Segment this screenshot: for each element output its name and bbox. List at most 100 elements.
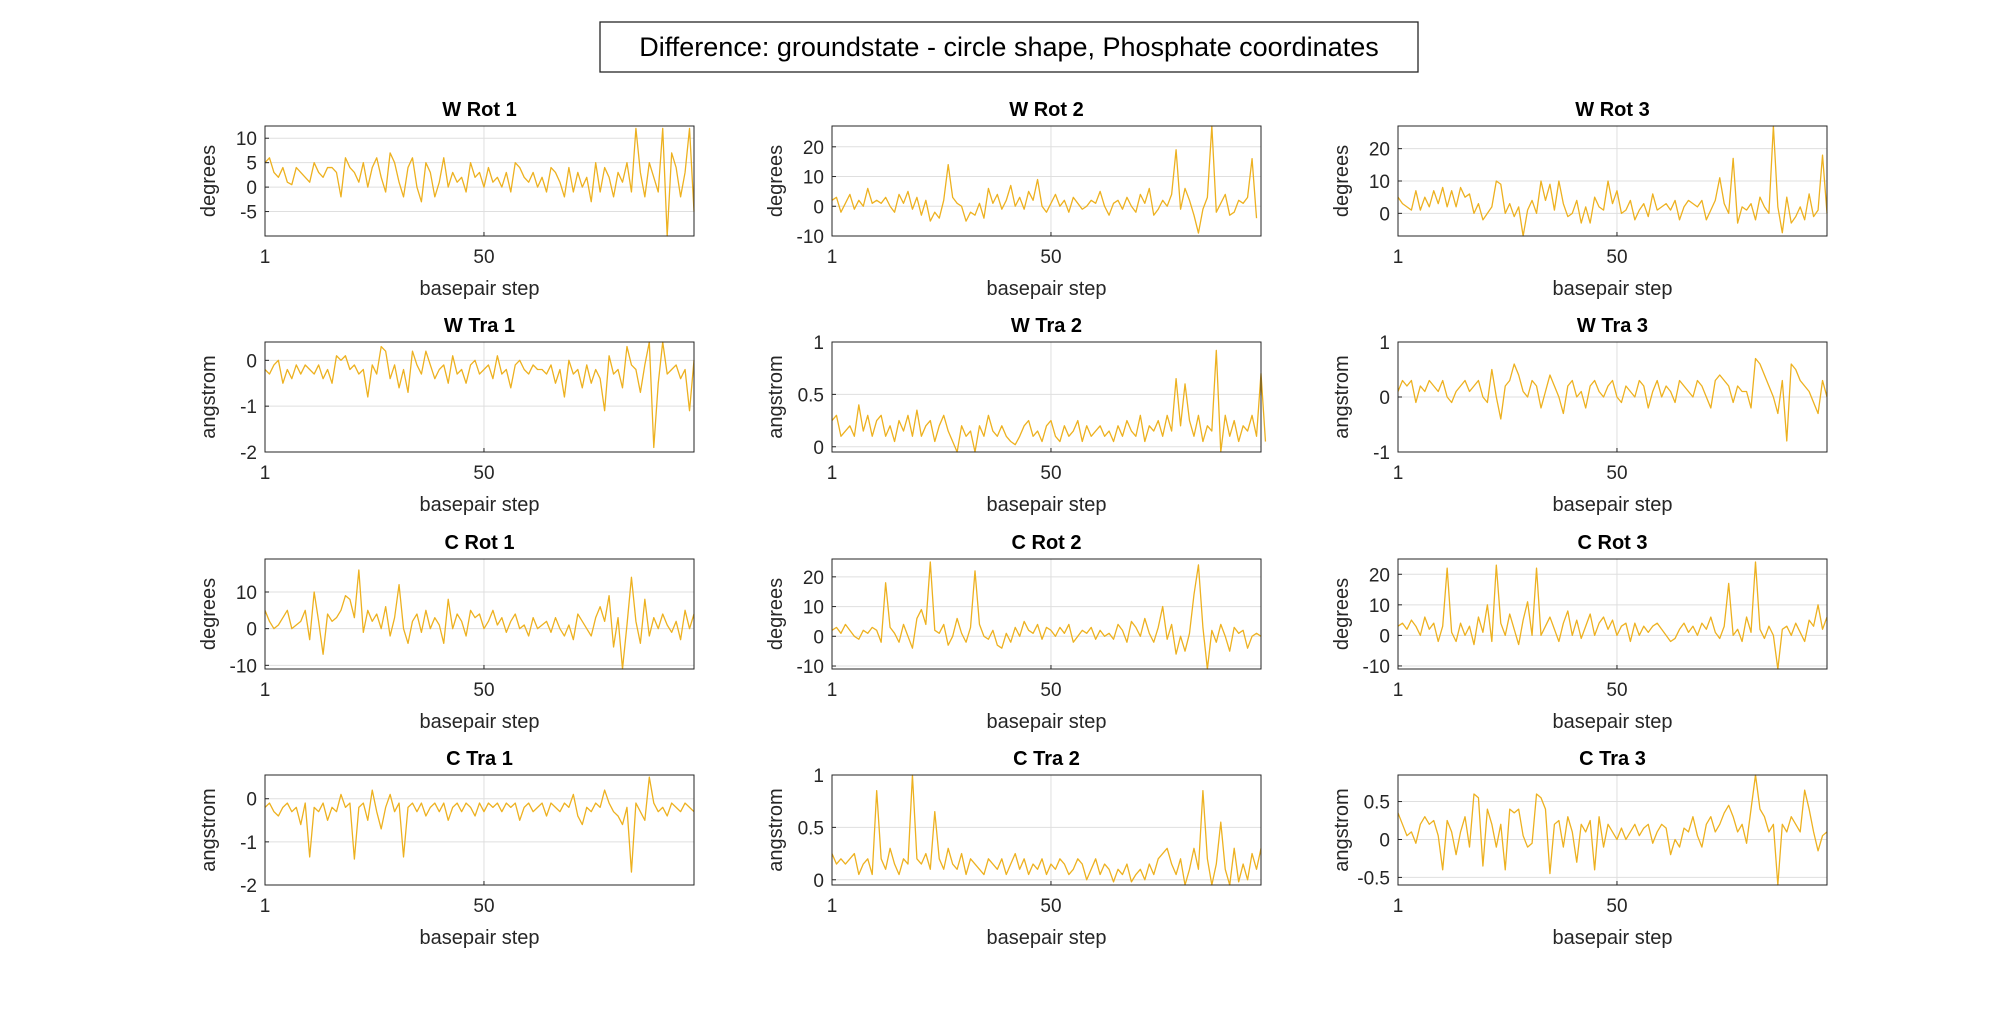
panel: 1 50 0 0.5 1 W Tra 2 basepair step angstrom	[765, 315, 1267, 516]
series-line	[264, 776, 695, 873]
x-axis-label: basepair step	[419, 711, 539, 733]
x-axis-label: basepair step	[1552, 711, 1672, 733]
y-tick-label: 20	[803, 568, 824, 589]
x-tick-label: 50	[473, 680, 494, 701]
x-tick-label: 1	[827, 463, 838, 484]
y-axis-label: angstrom	[198, 788, 220, 871]
y-tick-label: 10	[803, 598, 824, 619]
figure-title: Difference: groundstate - circle shape, …	[639, 32, 1378, 62]
y-tick-label: 0	[1379, 204, 1390, 225]
x-axis-label: basepair step	[1552, 494, 1672, 516]
y-tick-label: -10	[230, 656, 257, 677]
x-axis-label: basepair step	[986, 494, 1106, 516]
x-tick-label: 50	[473, 463, 494, 484]
panel-title: W Tra 3	[1577, 315, 1648, 337]
y-tick-label: 10	[236, 129, 257, 150]
y-tick-label: 0	[1379, 626, 1390, 647]
axes-frame	[831, 341, 1262, 453]
panel: 1 50 -10 0 10 20 W Rot 2 basepair step degrees	[765, 99, 1262, 300]
x-tick-label: 1	[1393, 896, 1404, 917]
y-tick-label: -10	[797, 657, 824, 678]
series-line	[831, 561, 1262, 670]
panel: 1 50 -1 0 1 W Tra 3 basepair step angstrom	[1331, 315, 1828, 516]
y-tick-label: 0	[246, 178, 257, 199]
y-tick-label: -2	[240, 876, 257, 897]
y-axis-label: angstrom	[765, 788, 787, 871]
axes-frame	[831, 125, 1262, 237]
panel-title: W Tra 2	[1011, 315, 1082, 337]
plot-area	[831, 125, 1262, 237]
x-axis-label: basepair step	[986, 927, 1106, 949]
panel-title: C Rot 1	[445, 532, 515, 554]
x-tick-label: 50	[1040, 247, 1061, 268]
y-tick-label: -1	[240, 833, 257, 854]
y-tick-label: 10	[803, 168, 824, 189]
series-line	[1397, 125, 1828, 237]
panel-title: C Rot 3	[1578, 532, 1648, 554]
y-tick-label: 1	[813, 333, 824, 354]
y-axis-label: degrees	[198, 145, 220, 217]
x-tick-label: 1	[1393, 463, 1404, 484]
y-axis-label: angstrom	[198, 355, 220, 438]
panel-title: C Tra 1	[446, 748, 513, 770]
x-tick-label: 1	[1393, 247, 1404, 268]
x-tick-label: 1	[827, 896, 838, 917]
panel: 1 50 -0.5 0 0.5 C Tra 3 basepair step angstrom	[1331, 748, 1828, 949]
y-axis-label: degrees	[1331, 578, 1353, 650]
panel: 1 50 -10 0 10 20 C Rot 3 basepair step degrees	[1331, 532, 1828, 733]
panel-title: C Tra 2	[1013, 748, 1080, 770]
axes-frame	[1397, 558, 1828, 670]
x-tick-label: 1	[1393, 680, 1404, 701]
x-tick-label: 50	[1606, 463, 1627, 484]
y-tick-label: 0	[1379, 830, 1390, 851]
y-tick-label: 5	[246, 154, 257, 175]
y-tick-label: 0	[813, 197, 824, 218]
y-tick-label: -2	[240, 443, 257, 464]
y-tick-label: 0	[246, 620, 257, 641]
panel-title: W Rot 1	[442, 99, 516, 121]
series-line	[831, 349, 1267, 453]
y-tick-label: 0	[246, 790, 257, 811]
y-axis-label: degrees	[765, 578, 787, 650]
x-tick-label: 1	[260, 463, 271, 484]
panel-title: W Tra 1	[444, 315, 515, 337]
x-tick-label: 50	[473, 896, 494, 917]
axes-frame	[264, 341, 695, 453]
series-line	[264, 127, 695, 237]
y-tick-label: -0.5	[1357, 868, 1390, 889]
y-tick-label: 10	[236, 583, 257, 604]
x-tick-label: 50	[473, 247, 494, 268]
y-tick-label: -10	[1363, 657, 1390, 678]
x-tick-label: 50	[1606, 247, 1627, 268]
x-tick-label: 50	[1040, 463, 1061, 484]
panel: 1 50 -5 0 5 10 W Rot 1 basepair step degrees	[198, 99, 695, 300]
y-tick-label: 20	[803, 138, 824, 159]
x-axis-label: basepair step	[1552, 927, 1672, 949]
y-axis-label: degrees	[1331, 145, 1353, 217]
axes-frame	[264, 774, 695, 886]
plot-area	[1397, 774, 1828, 886]
y-axis-label: degrees	[198, 578, 220, 650]
panel: 1 50 -10 0 10 20 C Rot 2 basepair step degrees	[765, 532, 1262, 733]
x-tick-label: 50	[1040, 680, 1061, 701]
panel-title: W Rot 3	[1575, 99, 1649, 121]
y-tick-label: 0.5	[798, 818, 824, 839]
y-tick-label: 0.5	[1364, 793, 1390, 814]
y-tick-label: 0.5	[798, 385, 824, 406]
y-tick-label: -1	[1373, 443, 1390, 464]
x-axis-label: basepair step	[986, 278, 1106, 300]
y-tick-label: 20	[1369, 140, 1390, 161]
y-tick-label: 20	[1369, 565, 1390, 586]
y-axis-label: angstrom	[765, 355, 787, 438]
y-tick-label: 10	[1369, 172, 1390, 193]
panel: 1 50 0 0.5 1 C Tra 2 basepair step angstrom	[765, 748, 1262, 949]
series-line	[831, 125, 1258, 234]
series-line	[1397, 561, 1828, 670]
axes-frame	[264, 125, 695, 237]
y-axis-label: angstrom	[1331, 788, 1353, 871]
y-tick-label: -10	[797, 227, 824, 248]
y-tick-label: 0	[1379, 388, 1390, 409]
x-tick-label: 1	[260, 247, 271, 268]
